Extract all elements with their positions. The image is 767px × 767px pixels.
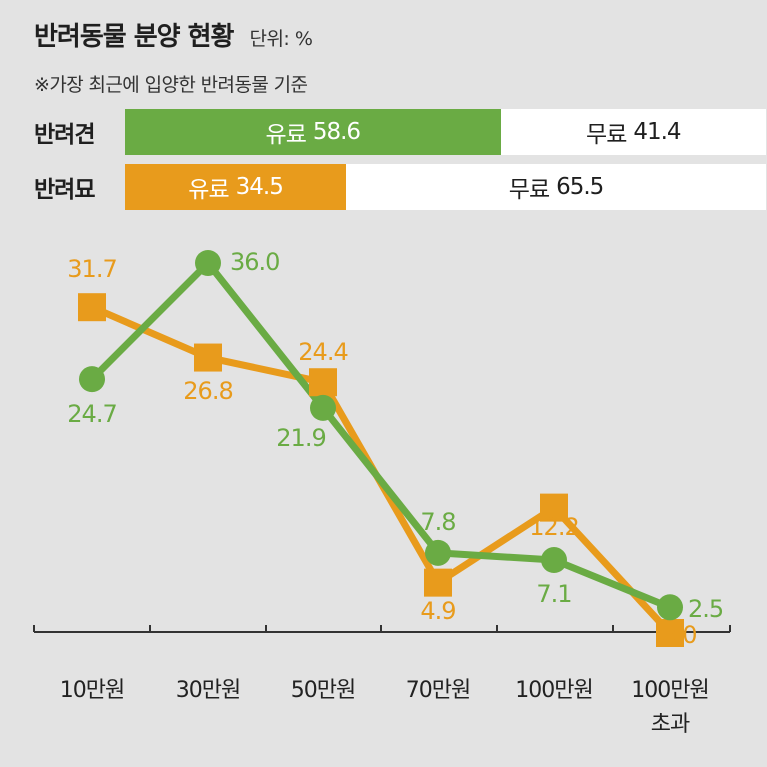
cat-point xyxy=(309,368,337,397)
dog-data-label: 7.1 xyxy=(536,580,571,608)
cat-free-label: 무료 xyxy=(508,177,550,203)
cat-paid-segment: 유료 34.5 xyxy=(125,164,347,210)
cat-share-bar: 유료 34.5 무료 65.5 xyxy=(125,164,766,210)
dog-point xyxy=(657,594,683,621)
cat-free-value: 65.5 xyxy=(556,174,604,200)
x-tick-label: 10만원 xyxy=(60,678,124,703)
x-tick-label: 70만원 xyxy=(406,678,470,703)
cat-share-row: 반려묘 유료 34.5 무료 65.5 xyxy=(34,164,766,210)
dog-point xyxy=(79,366,105,393)
cat-point xyxy=(656,619,684,647)
cat-data-label: 31.7 xyxy=(67,255,116,283)
dog-free-value: 41.4 xyxy=(633,119,681,145)
dog-paid-label: 유료 xyxy=(265,122,307,148)
dog-share-label: 반려견 xyxy=(34,122,95,148)
dog-paid-value: 58.6 xyxy=(312,119,361,145)
x-tick-label: 30만원 xyxy=(176,678,240,703)
dog-share-bar: 유료 58.6 무료 41.4 xyxy=(125,109,766,155)
cat-data-label: 26.8 xyxy=(183,377,232,405)
dog-free-segment: 무료 41.4 xyxy=(500,109,766,155)
header: 반려동물 분양 현황 단위: % xyxy=(34,16,313,53)
dog-point xyxy=(541,547,567,574)
x-tick-label: 100만원 xyxy=(515,678,592,703)
cat-series-line xyxy=(88,303,674,637)
dog-data-label: 7.8 xyxy=(420,508,455,536)
dog-point xyxy=(425,539,451,566)
dog-data-label: 24.7 xyxy=(67,400,116,428)
dog-point xyxy=(195,250,221,276)
dog-free-label: 무료 xyxy=(586,122,627,148)
dog-series-line xyxy=(88,259,674,611)
cat-data-label: 4.9 xyxy=(420,597,455,625)
cat-point xyxy=(540,493,568,522)
dog-point xyxy=(310,394,336,421)
x-tick-label: 100만원 xyxy=(631,678,708,703)
dog-data-label: 21.9 xyxy=(276,424,325,452)
cat-point xyxy=(424,568,452,597)
chart-title: 반려동물 분양 현황 xyxy=(34,22,234,52)
cat-point xyxy=(194,343,222,372)
cat-free-segment: 무료 65.5 xyxy=(346,164,766,210)
cat-point xyxy=(78,293,106,322)
dog-data-label: 36.0 xyxy=(230,248,279,276)
cat-data-label: 12.2 xyxy=(529,513,578,541)
dog-share-row: 반려견 유료 58.6 무료 41.4 xyxy=(34,109,766,155)
cat-data-label: 24.4 xyxy=(298,338,347,366)
cat-share-label: 반려묘 xyxy=(34,177,95,203)
footnote: ※가장 최근에 입양한 반려동물 기준 xyxy=(34,74,308,96)
cat-paid-label: 유료 xyxy=(188,177,229,203)
dog-data-label: 2.5 xyxy=(688,595,723,623)
unit-label: 단위: % xyxy=(249,28,313,50)
cat-paid-value: 34.5 xyxy=(235,174,284,200)
dog-paid-segment: 유료 58.6 xyxy=(125,109,501,155)
cat-data-label: 0.0 xyxy=(661,621,696,649)
x-tick-label: 50만원 xyxy=(291,678,355,703)
x-tick-label: 초과 xyxy=(651,712,690,737)
